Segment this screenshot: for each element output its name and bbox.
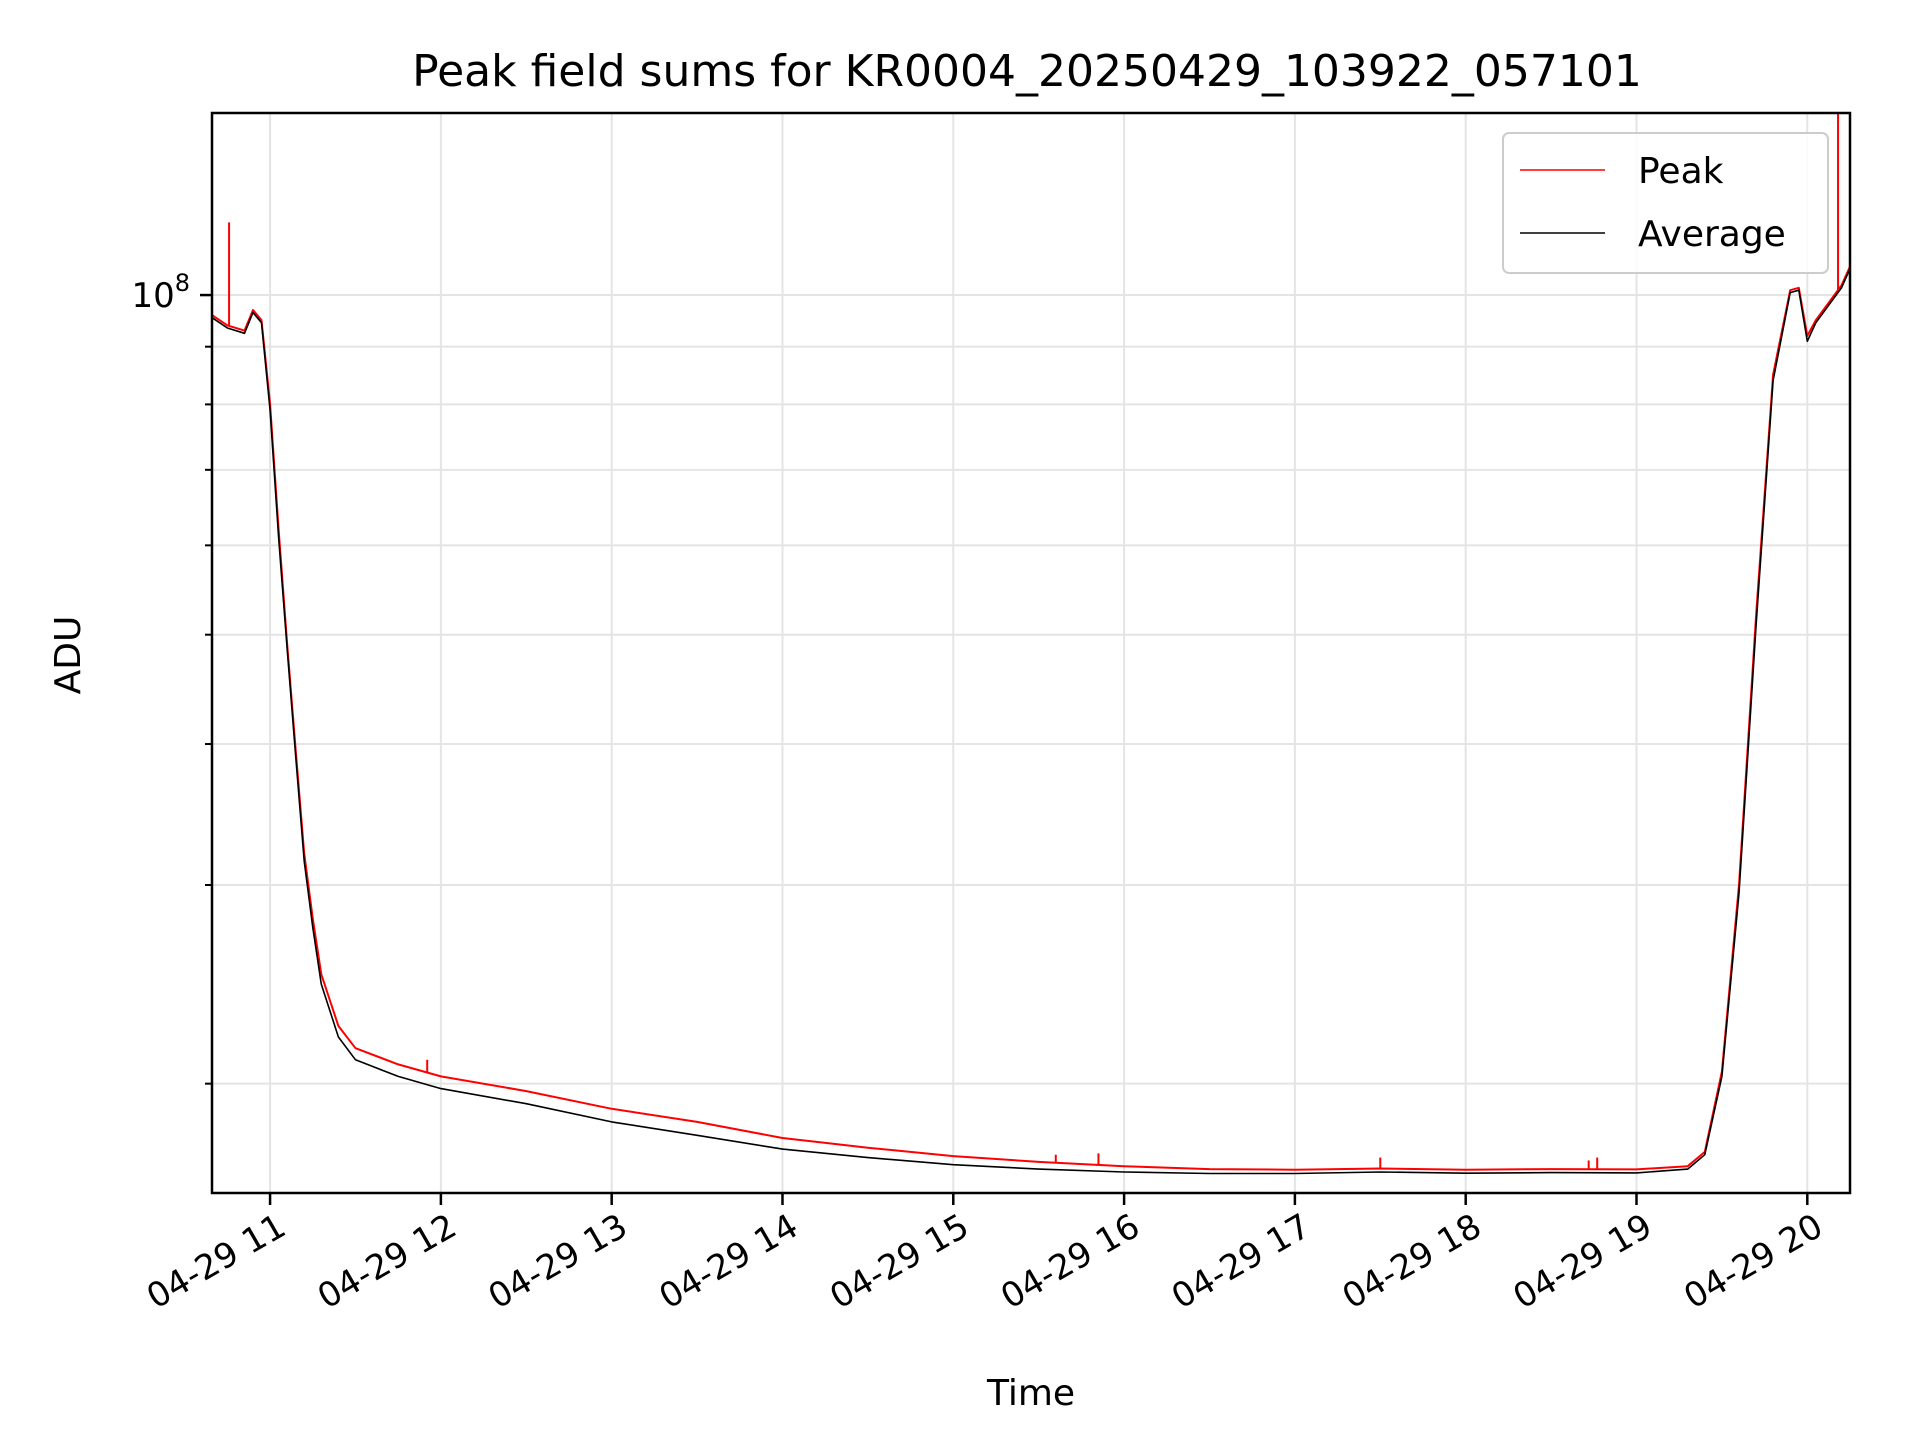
legend-box	[1502, 132, 1829, 274]
y-axis-label: ADU	[48, 616, 89, 695]
legend: Peak Average	[1502, 132, 1829, 274]
legend-label-peak: Peak	[1638, 151, 1724, 192]
series-line-average	[212, 268, 1850, 1175]
grid-lines	[212, 113, 1850, 1193]
plot-frame	[210, 111, 1852, 1195]
chart-title: Peak field sums for KR0004_20250429_1039…	[412, 46, 1642, 97]
y-tick-label: 108	[131, 269, 190, 316]
y-axis-ticks: 108	[131, 269, 212, 1085]
legend-label-average: Average	[1638, 214, 1786, 255]
x-axis-label: Time	[986, 1373, 1075, 1414]
series-layer	[212, 113, 1850, 1175]
